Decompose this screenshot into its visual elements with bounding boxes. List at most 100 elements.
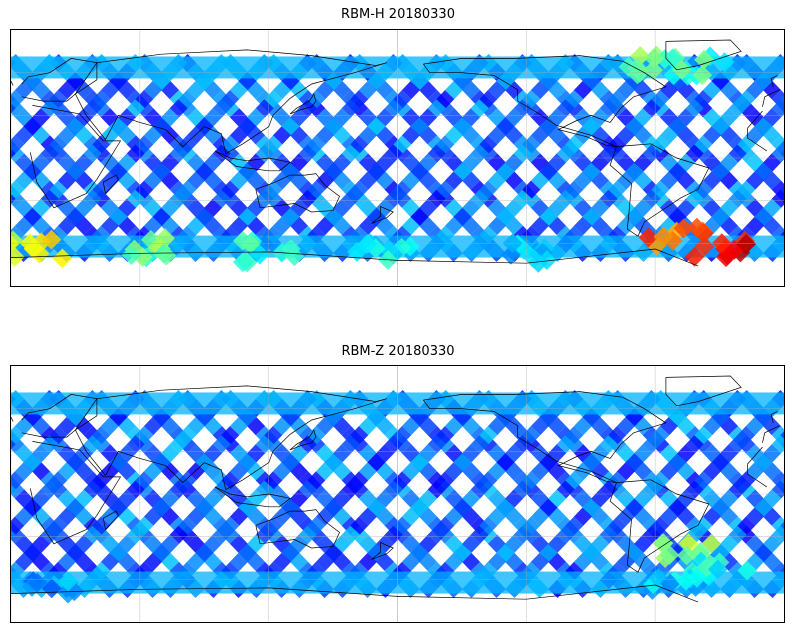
satellite-swath-segment	[66, 453, 85, 472]
satellite-swath-segment	[522, 471, 541, 490]
satellite-swath-segment	[505, 534, 524, 553]
satellite-swath-segment	[462, 126, 481, 145]
map-plot-rbm-z	[11, 366, 784, 622]
satellite-swath-segment	[247, 444, 266, 463]
satellite-swath-segment	[737, 471, 756, 490]
satellite-swath-segment	[212, 144, 231, 163]
satellite-swath-segment	[530, 108, 549, 127]
satellite-swath-segment	[720, 198, 739, 217]
satellite-swath-segment	[505, 126, 524, 145]
satellite-swath-segment	[255, 480, 274, 499]
satellite-swath-segment	[763, 534, 782, 553]
satellite-swath-segment	[350, 180, 369, 199]
satellite-swath-segment	[548, 489, 567, 508]
satellite-swath-segment	[118, 216, 137, 235]
satellite-swath-segment	[57, 534, 76, 553]
satellite-swath-segment	[573, 108, 592, 127]
satellite-swath-segment	[401, 534, 420, 553]
satellite-swath-segment	[659, 126, 678, 145]
satellite-swath-segment	[23, 162, 42, 181]
satellite-swath-segment	[548, 108, 567, 127]
satellite-swath-segment	[341, 99, 360, 118]
satellite-swath-segment	[32, 198, 51, 217]
satellite-swath-segment	[487, 489, 506, 508]
satellite-swath-segment	[702, 198, 721, 217]
satellite-swath-segment	[272, 534, 291, 553]
satellite-swath-segment	[582, 543, 601, 562]
satellite-swath-segment	[92, 90, 111, 109]
satellite-swath-segment	[221, 180, 240, 199]
satellite-swath-segment	[66, 498, 85, 517]
satellite-swath-segment	[754, 543, 773, 562]
satellite-swath-segment	[634, 534, 653, 553]
satellite-swath-segment	[771, 99, 784, 118]
satellite-swath-segment	[444, 153, 463, 172]
satellite-swath-segment	[100, 198, 119, 217]
satellite-swath-segment	[212, 99, 231, 118]
indonesia-outline	[214, 150, 291, 172]
satellite-swath-segment	[616, 552, 635, 571]
satellite-swath-segment	[625, 162, 644, 181]
satellite-swath-segment	[539, 543, 558, 562]
satellite-swath-segment	[530, 198, 549, 217]
satellite-swath-segment	[281, 162, 300, 181]
satellite-swath-segment	[238, 543, 257, 562]
satellite-swath-segment	[152, 162, 171, 181]
satellite-swath-segment	[539, 498, 558, 517]
satellite-swath-segment	[419, 216, 438, 235]
satellite-swath-segment	[204, 171, 223, 190]
satellite-swath-segment	[573, 153, 592, 172]
satellite-swath-segment	[126, 189, 145, 208]
satellite-swath-segment	[264, 90, 283, 109]
satellite-swath-segment	[272, 198, 291, 217]
satellite-swath-segment	[376, 534, 395, 553]
satellite-swath-segment	[229, 534, 248, 553]
satellite-swath-segment	[204, 198, 223, 217]
satellite-swath-segment	[763, 126, 782, 145]
satellite-swath-segment	[763, 417, 782, 436]
satellite-swath-segment	[126, 525, 145, 544]
satellite-swath-segment	[49, 471, 68, 490]
satellite-swath-segment	[634, 507, 653, 526]
satellite-swath-segment	[161, 153, 180, 172]
satellite-swath-segment	[290, 126, 309, 145]
satellite-swath-segment	[290, 462, 309, 481]
satellite-swath-segment	[333, 444, 352, 463]
africa-outline	[747, 128, 767, 152]
satellite-swath-segment	[393, 471, 412, 490]
satellite-swath-segment	[14, 507, 33, 526]
satellite-swath-segment	[530, 444, 549, 463]
satellite-swath-segment	[11, 471, 25, 490]
satellite-swath-segment	[358, 462, 377, 481]
satellite-swath-segment	[290, 534, 309, 553]
satellite-swath-segment	[315, 81, 334, 100]
satellite-swath-segment	[11, 516, 25, 535]
satellite-swath-segment	[625, 207, 644, 226]
satellite-swath-segment	[143, 153, 162, 172]
satellite-swath-segment	[100, 462, 119, 481]
satellite-swath-segment	[229, 552, 248, 571]
satellite-swath-segment	[195, 543, 214, 562]
uk-outline	[11, 81, 14, 86]
satellite-swath-segment	[711, 162, 730, 181]
satellite-swath-segment	[66, 117, 85, 136]
satellite-swath-segment	[487, 444, 506, 463]
satellite-swath-segment	[634, 489, 653, 508]
satellite-swath-segment	[324, 117, 343, 136]
satellite-swath-segment	[565, 426, 584, 445]
satellite-swath-segment	[221, 90, 240, 109]
satellite-swath-segment	[57, 417, 76, 436]
satellite-swath-segment	[608, 516, 627, 535]
satellite-swath-segment	[204, 489, 223, 508]
satellite-swath-segment	[427, 189, 446, 208]
satellite-swath-segment	[513, 480, 532, 499]
satellite-swath-segment	[720, 81, 739, 100]
satellite-swath-segment	[40, 189, 59, 208]
satellite-swath-segment	[771, 480, 784, 499]
satellite-swath-segment	[229, 198, 248, 217]
satellite-swath-segment	[384, 435, 403, 454]
satellite-swath-segment	[358, 153, 377, 172]
satellite-swath-segment	[393, 180, 412, 199]
satellite-swath-segment	[161, 534, 180, 553]
satellite-swath-segment	[32, 126, 51, 145]
